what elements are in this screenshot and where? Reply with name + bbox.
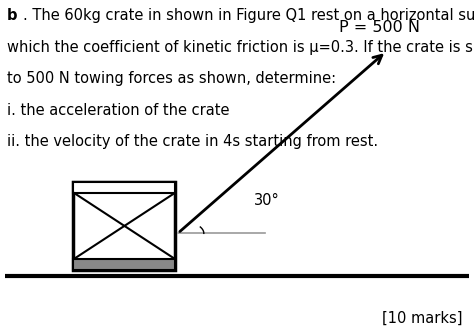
Text: i. the acceleration of the crate: i. the acceleration of the crate [7, 103, 229, 118]
Text: ii. the velocity of the crate in 4s starting from rest.: ii. the velocity of the crate in 4s star… [7, 134, 378, 149]
Text: 30°: 30° [254, 193, 279, 208]
Text: P = 500 N: P = 500 N [339, 20, 419, 35]
FancyArrowPatch shape [180, 55, 382, 231]
Bar [73, 259, 175, 270]
Text: b: b [7, 8, 18, 23]
Text: which the coefficient of kinetic friction is μ=0.3. If the crate is subjected: which the coefficient of kinetic frictio… [7, 40, 474, 55]
Text: to 500 N towing forces as shown, determine:: to 500 N towing forces as shown, determi… [7, 71, 336, 86]
Bar [73, 182, 175, 270]
Bar [73, 182, 175, 193]
Text: . The 60kg crate in shown in Figure Q1 rest on a horizontal surface for: . The 60kg crate in shown in Figure Q1 r… [23, 8, 474, 23]
Text: [10 marks]: [10 marks] [382, 311, 462, 326]
